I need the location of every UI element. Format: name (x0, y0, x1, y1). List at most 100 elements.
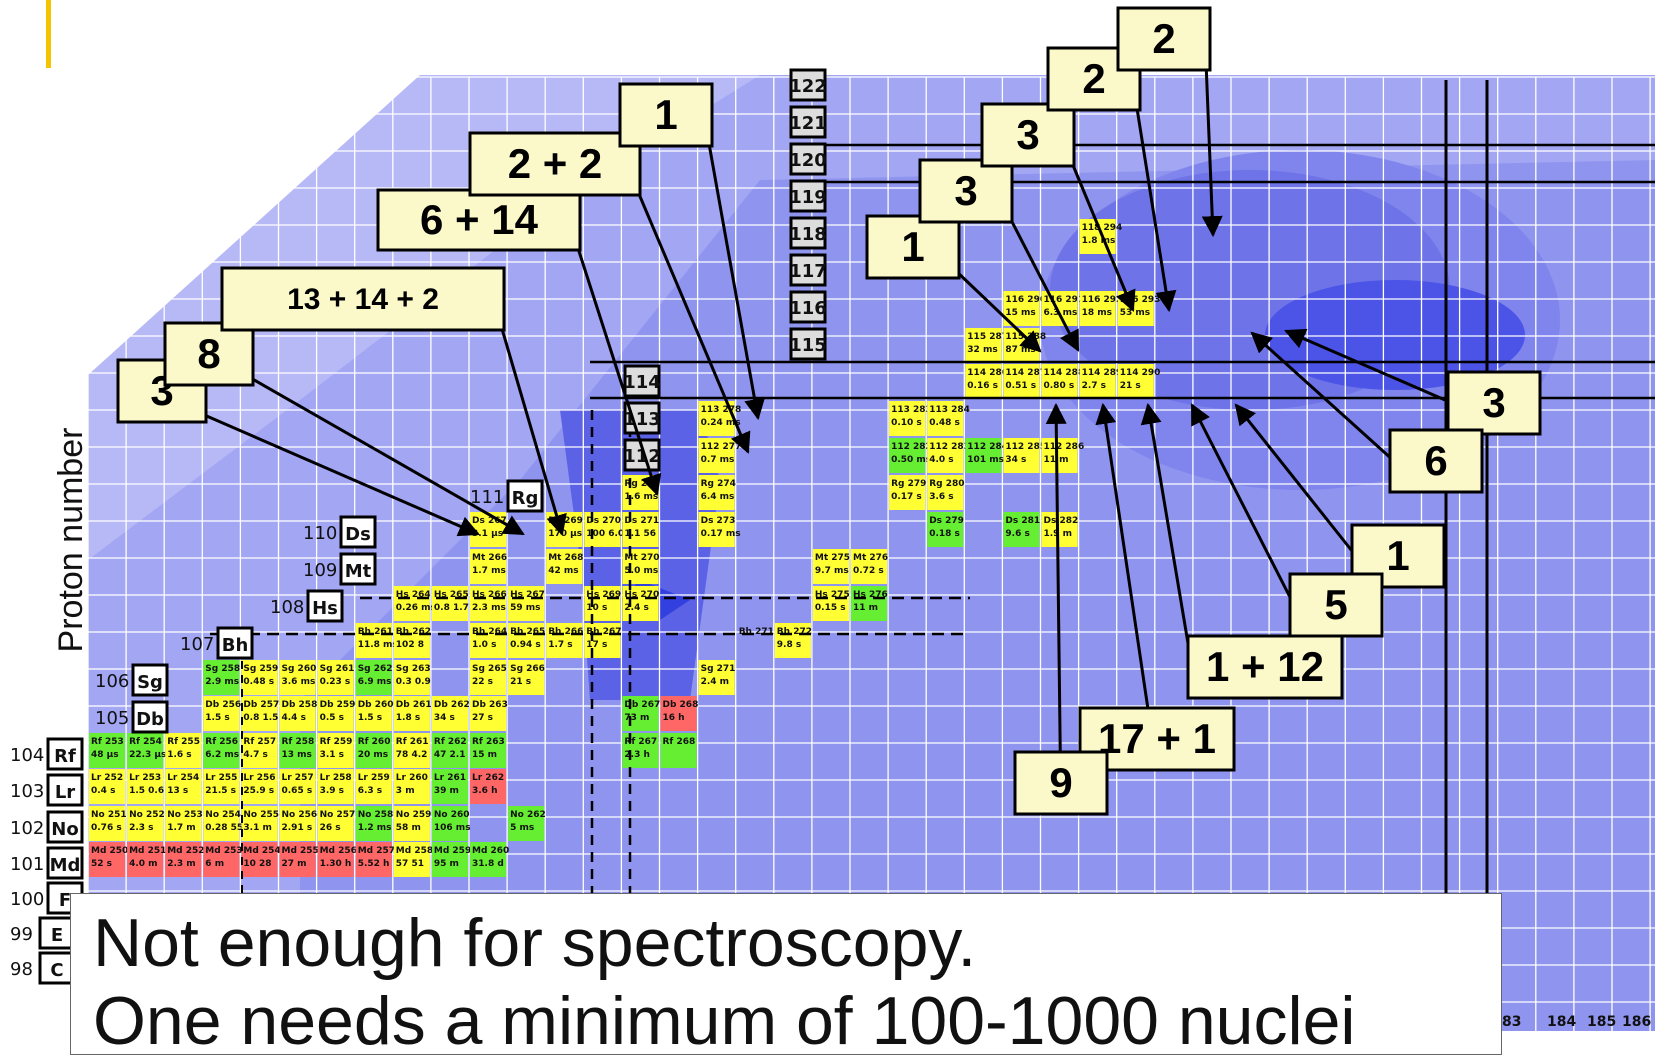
nuclide-cell-fill (508, 660, 545, 695)
neutron-number: 186 (1622, 1014, 1651, 1030)
nuclide-cell-fill (812, 586, 849, 621)
nuclide-cell: Db 257 0.8 1.5 (241, 696, 279, 731)
callout-count: 8 (197, 330, 220, 377)
nuclide-halflife: 39 m (434, 786, 459, 796)
nuclide-cell: Sg 260 3.6 ms (279, 660, 317, 695)
nuclide-cell-fill (622, 512, 659, 547)
nuclide-name: No 255 (243, 810, 279, 820)
nuclide-name: Db 268 (663, 700, 699, 710)
callout-count: 3 (954, 167, 977, 214)
nuclide-halflife: 47 2.1 (434, 750, 466, 760)
nuclide-cell: Sg 263 0.3 0.9 (393, 660, 431, 695)
nuclide-name: Mt 270 (624, 553, 659, 563)
nuclide-name: 116 291 (1044, 295, 1085, 305)
nuclide-cell: Ds 271 1.1 56 (622, 512, 659, 547)
element-label: 108 Hs (270, 589, 344, 623)
element-number-box (789, 253, 827, 287)
nuclide-name: Sg 265 (472, 664, 507, 674)
nuclide-halflife: 3.6 s (929, 492, 953, 502)
element-label: 122 (789, 68, 827, 102)
proton-number: 100 (10, 889, 44, 910)
element-symbol: Rg (512, 488, 539, 509)
callout-count: 13 + 14 + 2 (287, 283, 439, 316)
nuclide-cell: 112 282 0.50 ms (889, 438, 932, 473)
element-label: 116 (789, 290, 827, 324)
nuclide-cell-fill (203, 733, 240, 768)
nuclide-cell: Hs 269 10 s (584, 586, 621, 621)
element-label: 110 Ds (303, 515, 377, 549)
callout-box-frame (1288, 572, 1384, 638)
nuclide-halflife: 53 ms (1120, 308, 1150, 318)
nuclide-cell: 114 286 0.16 s (965, 364, 1008, 399)
nuclide-cell-fill (165, 842, 202, 877)
element-label: 121 (789, 105, 827, 139)
nuclide-cell-fill (851, 549, 888, 584)
nuclide-name: Ds 269 (548, 516, 583, 526)
nuclide-halflife: 16 h (663, 713, 685, 723)
nuclide-cell-fill (584, 586, 621, 621)
nuclide-name: Hs 264 (396, 590, 431, 600)
element-number-box (789, 216, 827, 250)
nuclide-cell-fill (355, 696, 392, 731)
nuclide-name: Md 252 (167, 846, 204, 856)
callout-box: 3 (1446, 370, 1542, 436)
nuclide-name: Rf 253 (91, 737, 124, 747)
nuclide-cell-fill (355, 806, 392, 841)
nuclide-halflife: 0.7 ms (701, 455, 735, 465)
nuclide-name: 114 286 (967, 368, 1008, 378)
element-number-box (789, 105, 827, 139)
nuclide-name: Lr 257 (282, 773, 314, 783)
callout-box-frame (468, 131, 642, 197)
nuclide-cell: 114 290 21 s (1117, 364, 1160, 399)
nuclide-cell: Db 267 73 m (622, 696, 660, 731)
element-symbol-box (46, 773, 84, 807)
callout-box: 2 (1116, 6, 1212, 72)
nuclide-halflife: 0.18 s (929, 529, 960, 539)
callout-box-frame (918, 158, 1014, 224)
nuclide-cell: Sg 271 2.4 m (698, 660, 735, 695)
nuclide-name: Hs 276 (853, 590, 888, 600)
callout-box: 9 (1013, 750, 1109, 816)
element-label: 119 (789, 179, 827, 213)
nuclide-cell: Lr 262 3.6 h (470, 769, 507, 804)
nuclide-cell: Bh 262 102 8 (393, 623, 431, 658)
nuclide-cell-fill (470, 842, 507, 877)
nuclide-cell: Rf 258 13 ms (279, 733, 316, 768)
nuclide-name: Sg 261 (320, 664, 355, 674)
nuclide-cell: Sg 265 22 s (470, 660, 507, 695)
nuclide-cell-fill (431, 769, 468, 804)
callout-arrow (706, 137, 766, 421)
nuclide-halflife: 3 m (396, 786, 415, 796)
nuclide-halflife: 58 m (396, 823, 421, 833)
nuclide-cell-fill (622, 586, 659, 621)
nuclide-cell: Db 261 1.8 s (393, 696, 432, 731)
nuclide-name: Sg 260 (282, 664, 317, 674)
nuclide-halflife: 5 ms (510, 823, 534, 833)
nuclide-name: Mt 268 (548, 553, 583, 563)
callout-count: 1 (901, 223, 924, 270)
nuclide-name: 113 283 (891, 405, 932, 415)
nuclide-cell: 112 283 4.0 s (927, 438, 970, 473)
nuclide-cell-fill (241, 660, 278, 695)
nuclide-cell-fill (203, 769, 240, 804)
nuclide-halflife: 0.26 ms (396, 603, 436, 613)
proton-number: 104 (10, 745, 44, 766)
nuclide-name: Bh 265 (510, 627, 545, 637)
nuclide-halflife: 0.24 ms (701, 418, 741, 428)
nuclide-cell: Ds 270 100 6.0 (584, 512, 624, 547)
callout-box: 3 (918, 158, 1014, 224)
nuclide-name: Db 267 (624, 700, 660, 710)
nuclide-name: Lr 256 (243, 773, 275, 783)
nuclide-name: Sg 262 (358, 664, 393, 674)
element-label: 114 (623, 364, 661, 398)
nuclide-name: Lr 252 (91, 773, 123, 783)
element-label: 105 Db (95, 700, 169, 734)
callout-count: 1 + 12 (1206, 643, 1324, 690)
nuclide-halflife: 25.9 s (243, 786, 274, 796)
nuclide-cell: Db 263 27 s (470, 696, 508, 731)
nuclide-halflife: 0.10 s (891, 418, 922, 428)
callout-count: 3 (1016, 111, 1039, 158)
nuclide-cell: Db 259 0.5 s (317, 696, 355, 731)
nuclide-halflife: 4.0 m (129, 859, 157, 869)
nuclide-cell: Lr 260 3 m (393, 769, 430, 804)
